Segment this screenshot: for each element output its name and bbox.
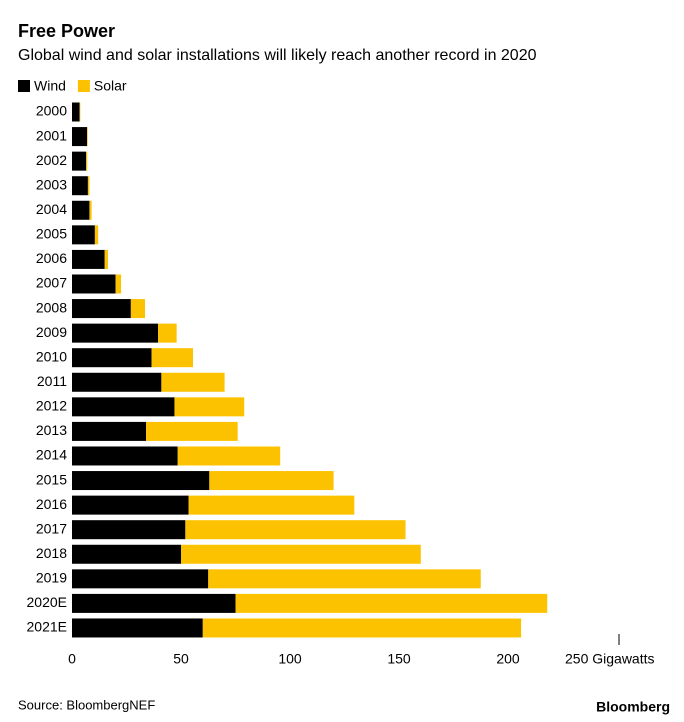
source: Source: BloombergNEF — [18, 697, 155, 712]
y-tick-label: 2009 — [36, 324, 67, 340]
bar — [208, 569, 481, 589]
y-tick-label: 2015 — [36, 471, 67, 487]
bar — [158, 323, 177, 343]
bar — [185, 520, 406, 540]
bar — [115, 274, 122, 294]
bar — [72, 495, 189, 515]
y-tick-label: 2000 — [36, 103, 67, 119]
y-tick-label: 2017 — [36, 520, 67, 536]
y-tick-label: 2020E — [27, 594, 67, 610]
y-tick-label: 2004 — [36, 201, 67, 217]
y-tick-label: 2010 — [36, 348, 67, 364]
bar — [72, 200, 90, 220]
bar — [79, 102, 81, 122]
y-tick-label: 2019 — [36, 570, 67, 586]
y-tick-label: 2016 — [36, 496, 67, 512]
bar — [72, 274, 116, 294]
bar — [161, 372, 225, 392]
bar — [72, 446, 178, 466]
bar — [89, 200, 92, 220]
y-tick-label: 2014 — [36, 447, 67, 463]
legend-label: Solar — [94, 78, 127, 94]
bar — [72, 348, 152, 368]
bar — [177, 446, 281, 466]
bar — [72, 421, 147, 441]
bar — [72, 102, 80, 122]
y-tick-label: 2011 — [37, 373, 67, 389]
y-tick-label: 2005 — [36, 226, 67, 242]
bar — [72, 397, 175, 417]
y-tick-label: 2012 — [36, 398, 67, 414]
bar — [72, 176, 88, 196]
bar — [202, 618, 522, 638]
bar — [72, 127, 88, 147]
bar — [72, 225, 95, 245]
bar — [87, 176, 90, 196]
bar — [72, 520, 186, 540]
bar — [72, 151, 87, 171]
bar — [130, 299, 146, 319]
bar — [235, 593, 548, 613]
bar — [181, 544, 421, 564]
bar — [94, 225, 99, 245]
y-tick-label: 2002 — [36, 152, 67, 168]
x-tick-label: 100 — [278, 651, 302, 667]
y-tick-label: 2021E — [27, 619, 67, 635]
bar — [72, 618, 203, 638]
y-tick-label: 2006 — [36, 250, 67, 266]
y-tick-label: 2003 — [36, 176, 67, 192]
bar — [174, 397, 245, 417]
x-tick-label: 0 — [68, 651, 76, 667]
legend-swatch — [18, 80, 30, 92]
bar — [72, 544, 181, 564]
bar — [72, 593, 236, 613]
brand: Bloomberg — [596, 699, 670, 715]
chart-title: Free Power — [18, 21, 115, 41]
bar — [72, 299, 131, 319]
x-tick-label: 250 Gigawatts — [565, 651, 655, 667]
bar — [87, 127, 88, 147]
bar — [151, 348, 193, 368]
y-tick-label: 2008 — [36, 299, 67, 315]
bar — [72, 471, 210, 491]
bar — [104, 249, 108, 269]
y-tick-label: 2007 — [36, 275, 67, 291]
bar — [72, 372, 162, 392]
x-tick-label: 50 — [173, 651, 189, 667]
legend-label: Wind — [34, 78, 66, 94]
x-tick-label: 200 — [496, 651, 520, 667]
legend-swatch — [77, 80, 90, 92]
bar — [146, 421, 238, 441]
bar — [72, 323, 159, 343]
bar — [209, 471, 334, 491]
y-tick-label: 2018 — [36, 545, 67, 561]
bar — [72, 569, 209, 589]
chart-subtitle: Global wind and solar installations will… — [18, 47, 537, 64]
x-tick-label: 150 — [387, 651, 411, 667]
bar — [72, 249, 105, 269]
y-tick-label: 2001 — [36, 127, 67, 143]
y-tick-label: 2013 — [36, 422, 67, 438]
bar — [86, 151, 88, 171]
bar — [188, 495, 355, 515]
